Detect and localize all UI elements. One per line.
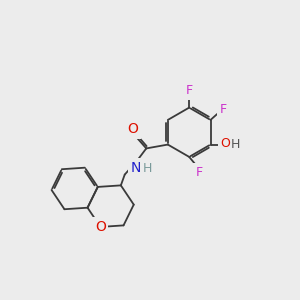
Text: H: H: [142, 162, 152, 175]
Text: O: O: [95, 220, 106, 234]
Text: O: O: [128, 122, 139, 136]
Text: F: F: [196, 166, 203, 179]
Text: F: F: [186, 84, 193, 97]
Text: F: F: [219, 103, 226, 116]
Text: H: H: [230, 138, 240, 151]
Text: O: O: [220, 137, 230, 150]
Text: N: N: [130, 161, 141, 175]
